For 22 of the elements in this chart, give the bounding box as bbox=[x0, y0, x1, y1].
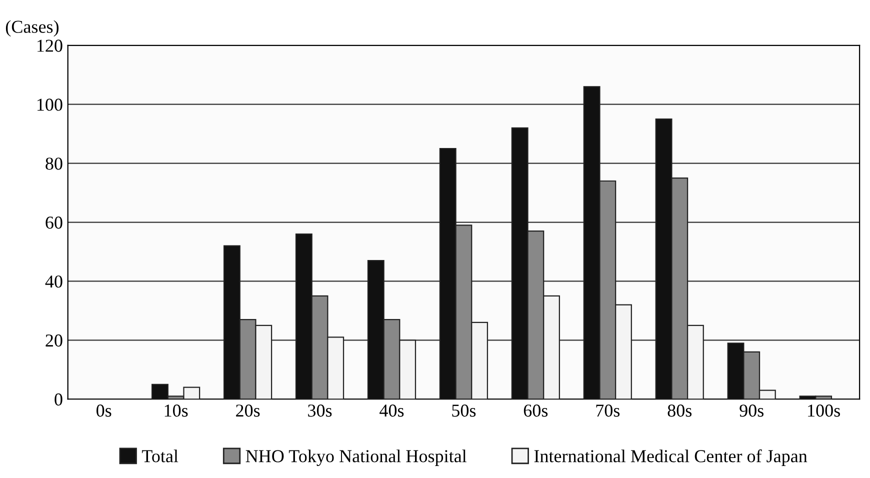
y-tick-label: 120 bbox=[38, 40, 62, 52]
x-tick-label: 20s bbox=[236, 404, 260, 417]
x-tick-label: 0s bbox=[96, 404, 112, 417]
x-tick-label: 70s bbox=[596, 404, 620, 417]
y-axis-title: (Cases) bbox=[6, 20, 59, 37]
y-tick-label: 60 bbox=[46, 216, 62, 229]
y-tick-label: 80 bbox=[46, 158, 62, 170]
x-tick-label: 90s bbox=[740, 404, 764, 417]
y-tick-label: 20 bbox=[46, 334, 62, 347]
x-tick-label: 40s bbox=[380, 404, 404, 417]
y-tick-label: 40 bbox=[45, 275, 62, 288]
x-tick-label: 100s bbox=[808, 404, 840, 417]
y-tick-label: 100 bbox=[38, 98, 62, 111]
x-tick-label: 50s bbox=[452, 404, 476, 417]
legend-label: International Medical Center of Japan bbox=[534, 449, 808, 466]
y-tick-label: 0 bbox=[54, 393, 62, 406]
x-tick-label: 60s bbox=[524, 404, 548, 417]
legend-label: NHO Tokyo National Hospital bbox=[246, 450, 467, 466]
legend-label: Total bbox=[142, 450, 178, 462]
x-tick-label: 10s bbox=[164, 404, 188, 417]
x-tick-label: 80s bbox=[668, 404, 692, 417]
x-tick-label: 30s bbox=[308, 404, 332, 417]
